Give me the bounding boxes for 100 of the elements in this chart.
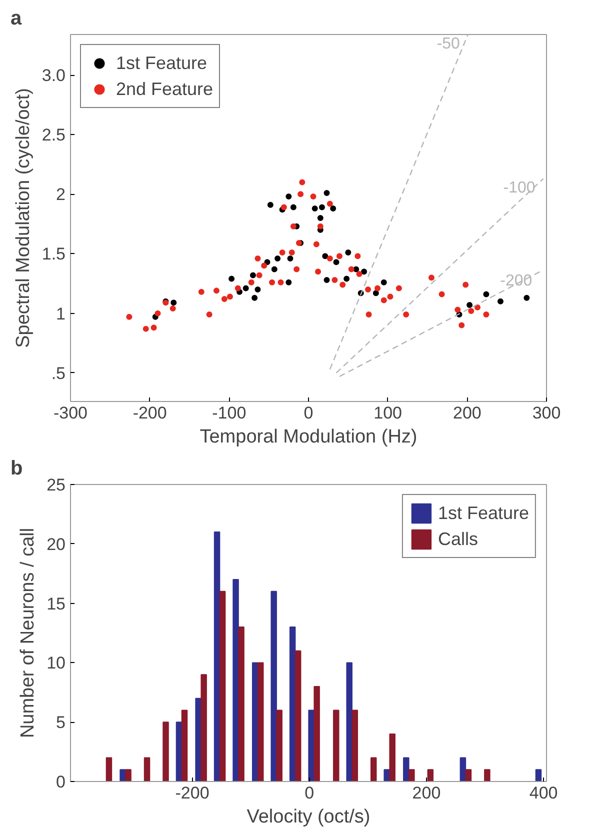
bar	[162, 722, 169, 782]
point	[483, 312, 490, 318]
y-tick-label: 15	[46, 594, 66, 614]
point	[322, 253, 328, 260]
point	[313, 241, 320, 248]
point	[340, 282, 346, 288]
point	[234, 285, 241, 292]
x-tick-label: 200	[452, 404, 482, 422]
point	[372, 290, 379, 296]
bar	[232, 579, 239, 782]
y-tick-label: 1	[56, 304, 66, 324]
point	[261, 262, 268, 269]
bar	[270, 590, 277, 782]
x-tick-label: -100	[212, 404, 246, 422]
x-tick-label: 0	[304, 404, 314, 422]
y-tick-label: 1.5	[42, 244, 66, 264]
point	[344, 276, 350, 282]
point	[348, 266, 354, 272]
point	[438, 291, 445, 298]
point	[454, 306, 461, 313]
bar	[181, 710, 188, 782]
legend-label: 1st Feature	[116, 52, 208, 74]
series-label: -100	[503, 180, 536, 197]
point	[170, 306, 176, 312]
y-tick-label: 25	[46, 476, 66, 494]
point	[280, 204, 287, 210]
point	[286, 194, 292, 200]
y-tick-label: 5	[56, 713, 66, 732]
point	[317, 215, 324, 221]
point	[497, 298, 504, 304]
bar	[408, 769, 415, 782]
bar	[333, 710, 340, 782]
y-tick-label: 10	[46, 654, 66, 673]
x-tick-label: -200	[132, 404, 167, 422]
point	[374, 285, 381, 292]
point	[298, 191, 304, 198]
y-axis-title: Number of Neurons / call	[18, 528, 39, 738]
y-tick-label: 2	[56, 185, 66, 204]
point	[310, 194, 316, 200]
point	[387, 294, 394, 300]
bar	[200, 674, 207, 782]
bar	[535, 769, 542, 782]
point	[274, 256, 281, 262]
point	[278, 279, 284, 286]
point	[396, 285, 402, 292]
point	[286, 279, 292, 286]
bar	[106, 757, 112, 782]
series-label: -200	[500, 272, 532, 290]
point	[324, 276, 330, 283]
point	[142, 326, 149, 332]
point	[462, 282, 469, 288]
point	[366, 312, 372, 318]
point	[228, 276, 235, 282]
point	[356, 271, 362, 277]
bar	[346, 662, 352, 782]
point	[326, 256, 333, 262]
point	[428, 274, 434, 281]
point	[345, 250, 352, 256]
point	[221, 296, 228, 302]
bar	[370, 757, 377, 782]
point	[213, 288, 220, 294]
point	[242, 285, 249, 292]
point	[254, 256, 261, 262]
bar	[352, 710, 358, 782]
point	[333, 259, 340, 266]
bar	[214, 532, 220, 782]
point	[483, 291, 490, 298]
point	[126, 314, 132, 320]
series-label: -50	[436, 36, 460, 52]
point	[269, 279, 276, 286]
point	[380, 297, 387, 304]
y-tick-label: 20	[46, 534, 66, 554]
point	[287, 256, 294, 262]
point	[290, 204, 296, 210]
point	[252, 294, 258, 301]
point	[226, 294, 233, 300]
point	[312, 205, 318, 212]
point	[154, 310, 161, 316]
point	[150, 324, 157, 331]
x-tick-label: -200	[175, 784, 210, 802]
point	[279, 250, 286, 256]
legend-label: 1st Feature	[438, 502, 529, 524]
point	[267, 202, 274, 208]
bar	[484, 769, 490, 782]
bar	[294, 650, 302, 782]
point	[254, 286, 261, 292]
point	[198, 288, 204, 295]
bar	[238, 626, 244, 782]
y-tick-label: 2.5	[42, 126, 66, 145]
x-tick-label: 400	[529, 784, 558, 802]
legend-label: 2nd Feature	[116, 78, 214, 100]
point	[332, 276, 338, 283]
y-tick-label: 3.0	[42, 66, 66, 86]
point	[365, 286, 371, 292]
bar	[257, 662, 264, 782]
bar	[460, 757, 466, 782]
point	[206, 312, 212, 318]
x-tick-label: -300	[53, 404, 88, 422]
bar	[314, 686, 320, 782]
x-axis-title: Temporal Modulation (Hz)	[200, 426, 418, 448]
